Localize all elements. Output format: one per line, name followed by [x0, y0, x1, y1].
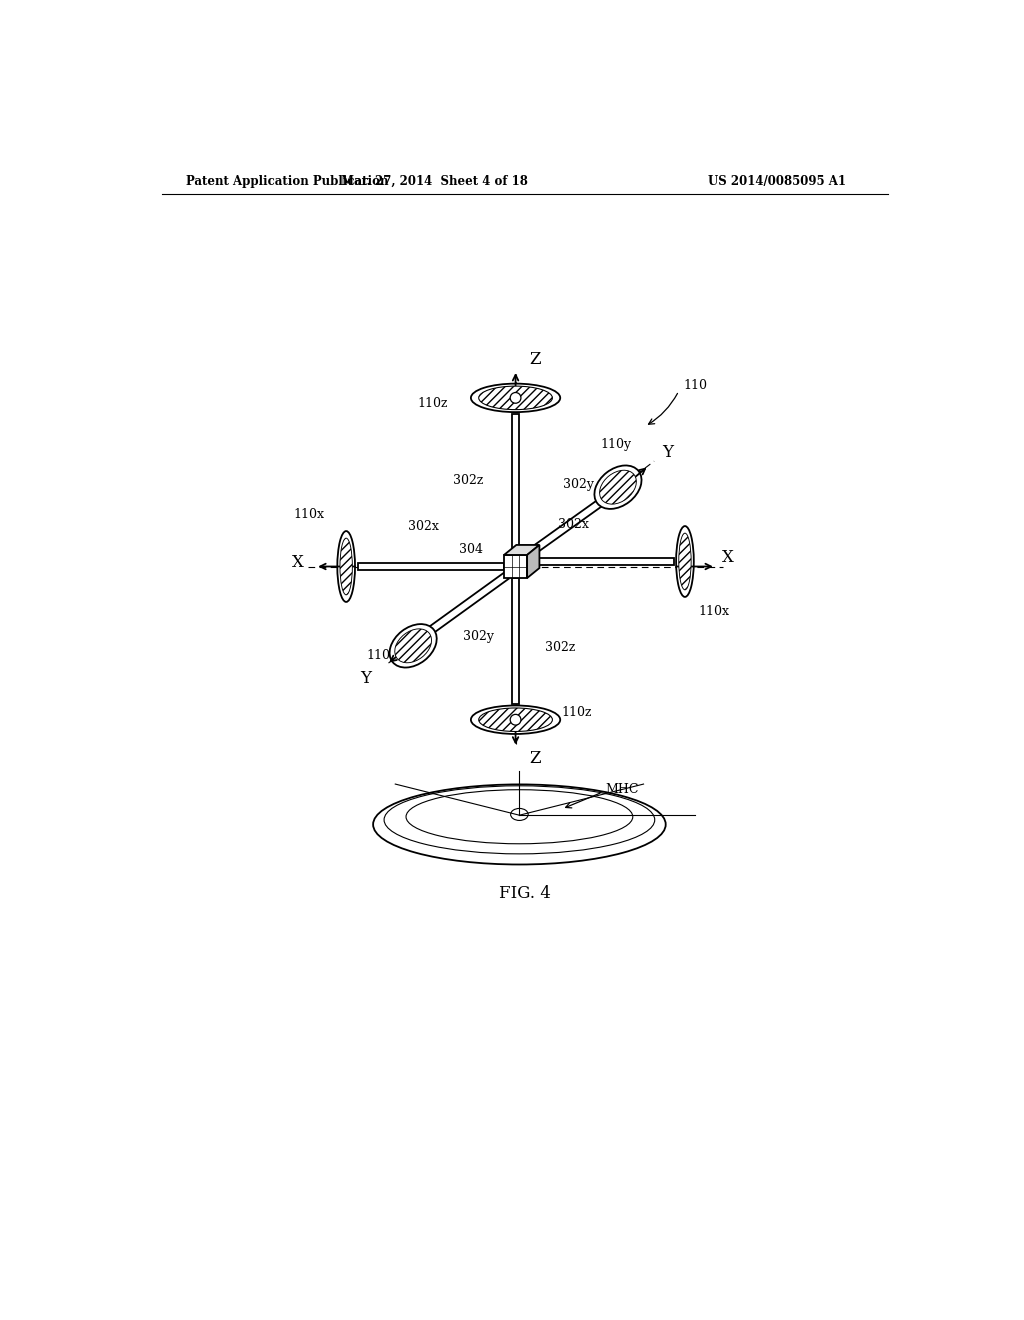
- Ellipse shape: [395, 628, 431, 663]
- Ellipse shape: [340, 539, 352, 595]
- Polygon shape: [512, 578, 519, 704]
- Text: FIG. 4: FIG. 4: [499, 886, 551, 903]
- Text: 110z: 110z: [418, 397, 447, 409]
- Ellipse shape: [478, 387, 552, 409]
- Polygon shape: [527, 545, 540, 578]
- Text: X: X: [722, 549, 734, 566]
- Text: 302x: 302x: [408, 520, 438, 533]
- Text: 302y: 302y: [463, 630, 494, 643]
- Ellipse shape: [471, 705, 560, 734]
- Text: Z: Z: [529, 750, 541, 767]
- Ellipse shape: [384, 785, 654, 854]
- Circle shape: [510, 714, 521, 725]
- Ellipse shape: [389, 624, 436, 668]
- Text: 302z: 302z: [453, 474, 483, 487]
- Polygon shape: [512, 414, 519, 552]
- Text: US 2014/0085095 A1: US 2014/0085095 A1: [709, 176, 847, 187]
- Polygon shape: [421, 573, 509, 639]
- Ellipse shape: [478, 708, 552, 731]
- Ellipse shape: [679, 533, 691, 590]
- Polygon shape: [528, 494, 610, 556]
- Ellipse shape: [676, 527, 694, 597]
- Ellipse shape: [600, 470, 636, 504]
- Text: 110x: 110x: [294, 508, 325, 520]
- Ellipse shape: [373, 784, 666, 865]
- Text: Patent Application Publication: Patent Application Publication: [186, 176, 388, 187]
- Circle shape: [510, 392, 521, 403]
- Text: MHC: MHC: [605, 783, 639, 796]
- Text: 110: 110: [683, 379, 708, 392]
- Text: 110y: 110y: [600, 438, 632, 451]
- Ellipse shape: [511, 808, 528, 821]
- Text: Z: Z: [529, 351, 541, 368]
- Ellipse shape: [407, 789, 633, 843]
- Ellipse shape: [471, 384, 560, 412]
- Polygon shape: [540, 557, 674, 565]
- Ellipse shape: [337, 531, 355, 602]
- Polygon shape: [504, 545, 540, 554]
- Text: 302y: 302y: [563, 478, 594, 491]
- Text: Mar. 27, 2014  Sheet 4 of 18: Mar. 27, 2014 Sheet 4 of 18: [341, 176, 528, 187]
- Text: 110y: 110y: [367, 649, 397, 661]
- Polygon shape: [357, 562, 504, 570]
- Polygon shape: [504, 554, 527, 578]
- Text: 302x: 302x: [558, 517, 589, 531]
- Text: 110z: 110z: [562, 706, 592, 719]
- Text: Y: Y: [662, 444, 673, 461]
- Ellipse shape: [594, 466, 641, 510]
- Text: 302z: 302z: [545, 640, 575, 653]
- Text: 110x: 110x: [698, 605, 730, 618]
- Text: Y: Y: [360, 669, 372, 686]
- Text: 304: 304: [459, 543, 483, 556]
- Text: X: X: [292, 554, 304, 572]
